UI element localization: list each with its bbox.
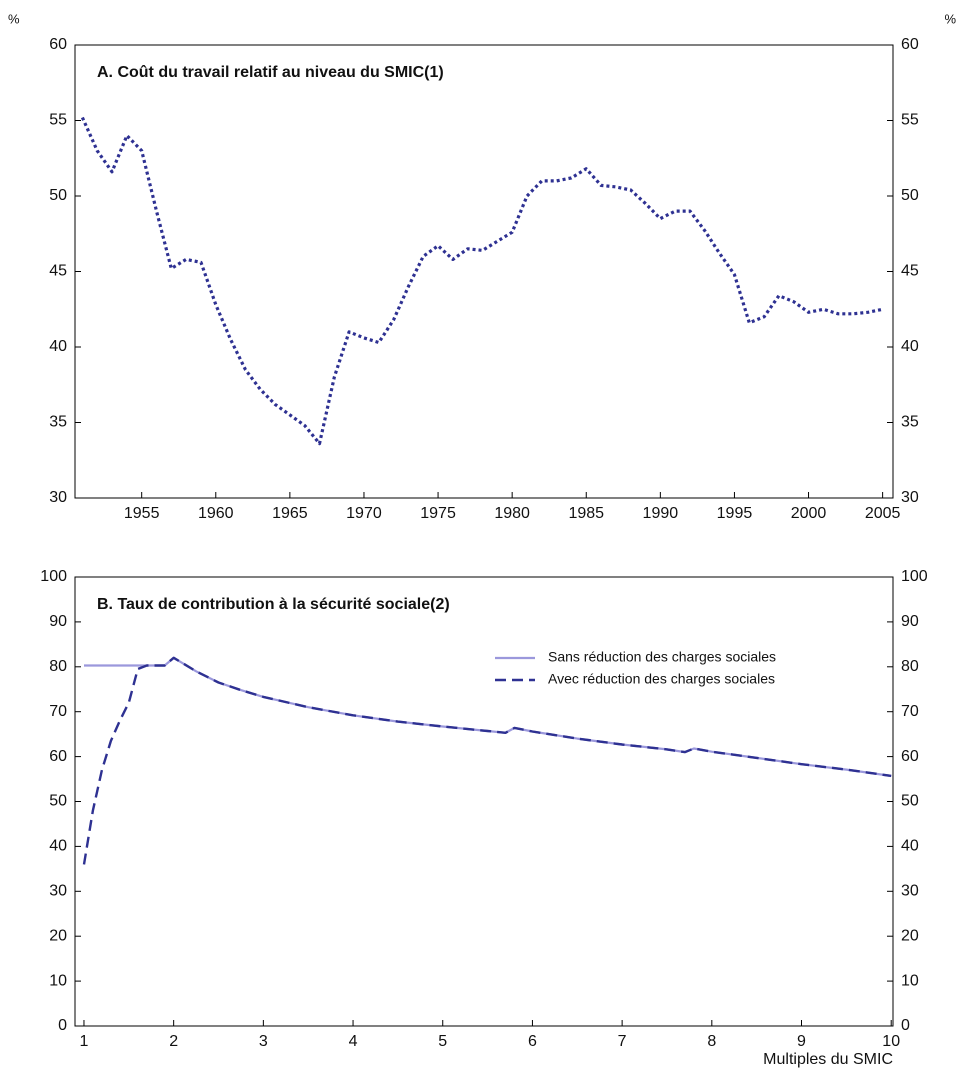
- x-tick-label: 3: [259, 1033, 268, 1050]
- x-tick-label: 4: [349, 1033, 358, 1050]
- y-tick-label: 40: [49, 838, 67, 855]
- plot-frame: [74, 44, 894, 499]
- y2-tick-label: 45: [901, 263, 919, 280]
- x-tick-label: 7: [618, 1033, 627, 1050]
- y-tick-label: 0: [58, 1017, 67, 1034]
- y-axis-label: %: [8, 11, 20, 26]
- plot-frame: [74, 576, 894, 1027]
- y2-tick-label: 60: [901, 36, 919, 53]
- y-tick-label: 50: [49, 793, 67, 810]
- x-tick-label: 5: [438, 1033, 447, 1050]
- x-tick-label: 10: [882, 1033, 900, 1050]
- y2-tick-label: 40: [901, 338, 919, 355]
- y-tick-label: 45: [49, 263, 67, 280]
- y2-tick-label: 10: [901, 972, 919, 989]
- y-tick-label: 10: [49, 972, 67, 989]
- y-tick-label: 100: [40, 568, 67, 585]
- x-tick-label: 1960: [198, 505, 234, 522]
- x-axis-label: Multiples du SMIC: [763, 1051, 893, 1068]
- y2-tick-label: 70: [901, 703, 919, 720]
- x-tick-label: 1970: [346, 505, 382, 522]
- x-tick-label: 1: [80, 1033, 89, 1050]
- y-tick-label: 60: [49, 36, 67, 53]
- y2-tick-label: 50: [901, 793, 919, 810]
- x-tick-label: 6: [528, 1033, 537, 1050]
- y2-axis-label: %: [944, 11, 956, 26]
- y-tick-label: 55: [49, 112, 67, 129]
- y-tick-label: 40: [49, 338, 67, 355]
- y2-tick-label: 30: [901, 883, 919, 900]
- y-tick-label: 30: [49, 489, 67, 506]
- x-tick-label: 1990: [643, 505, 679, 522]
- y-tick-label: 30: [49, 883, 67, 900]
- y2-tick-label: 60: [901, 748, 919, 765]
- y2-tick-label: 80: [901, 658, 919, 675]
- y2-tick-label: 40: [901, 838, 919, 855]
- legend-label: Avec réduction des charges sociales: [548, 671, 775, 687]
- y2-tick-label: 0: [901, 1017, 910, 1034]
- x-tick-label: 1980: [494, 505, 530, 522]
- panel-title: B. Taux de contribution à la sécurité so…: [97, 596, 450, 613]
- y2-tick-label: 55: [901, 112, 919, 129]
- y-tick-label: 50: [49, 187, 67, 204]
- x-tick-label: 1995: [717, 505, 753, 522]
- y-tick-label: 90: [49, 613, 67, 630]
- y2-tick-label: 30: [901, 489, 919, 506]
- x-tick-label: 2: [169, 1033, 178, 1050]
- y-tick-label: 70: [49, 703, 67, 720]
- x-tick-label: 1955: [124, 505, 160, 522]
- y-tick-label: 80: [49, 658, 67, 675]
- y2-tick-label: 90: [901, 613, 919, 630]
- y2-tick-label: 20: [901, 927, 919, 944]
- x-tick-label: 1965: [272, 505, 308, 522]
- y2-tick-label: 50: [901, 187, 919, 204]
- y-tick-label: 20: [49, 927, 67, 944]
- legend-label: Sans réduction des charges sociales: [548, 649, 776, 665]
- x-tick-label: 9: [797, 1033, 806, 1050]
- x-tick-label: 8: [707, 1033, 716, 1050]
- panel-title: A. Coût du travail relatif au niveau du …: [97, 64, 444, 81]
- y2-tick-label: 35: [901, 414, 919, 431]
- data-line: [80, 116, 883, 446]
- data-line: [82, 656, 892, 865]
- y-tick-label: 35: [49, 414, 67, 431]
- x-tick-label: 2005: [865, 505, 901, 522]
- x-tick-label: 1985: [568, 505, 604, 522]
- x-tick-label: 2000: [791, 505, 827, 522]
- y2-tick-label: 100: [901, 568, 928, 585]
- x-tick-label: 1975: [420, 505, 456, 522]
- y-tick-label: 60: [49, 748, 67, 765]
